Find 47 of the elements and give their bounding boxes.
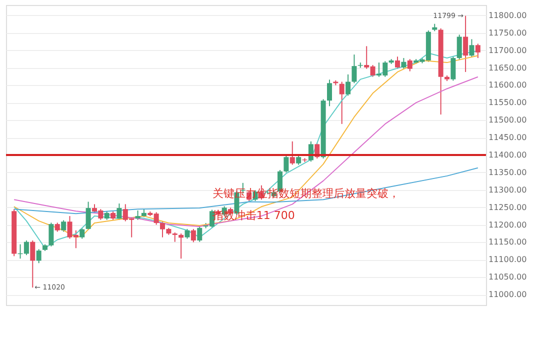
y-tick-label: 11800.00 (488, 10, 527, 20)
candlestick (24, 240, 29, 256)
candlestick (326, 79, 332, 107)
y-tick-label: 11500.00 (488, 116, 527, 125)
y-tick-label: 11250.00 (488, 202, 527, 212)
candlestick (116, 202, 122, 220)
candlestick (475, 43, 480, 59)
y-tick-label: 11750.00 (488, 28, 527, 38)
candlestick (407, 58, 412, 72)
candlestick (346, 74, 351, 96)
candlestick (401, 58, 406, 70)
candlestick (80, 228, 85, 240)
y-tick-label: 11200.00 (488, 220, 527, 230)
candlestick (190, 228, 196, 243)
y-tick-label: 11050.00 (488, 272, 527, 282)
candlestick (352, 54, 357, 84)
candlestick (135, 210, 140, 220)
y-tick-label: 11400.00 (488, 150, 527, 160)
candlestick (469, 38, 474, 58)
y-tick-label: 11600.00 (488, 80, 527, 90)
candlestick (36, 248, 42, 264)
candlestick (290, 140, 295, 166)
candlestick (86, 201, 91, 230)
candlestick (284, 155, 289, 173)
candlestick (61, 220, 66, 232)
candlestick (172, 232, 178, 242)
y-tick-label: 11000.00 (488, 290, 527, 300)
y-tick-label: 11300.00 (488, 185, 527, 194)
y-tick-label: 11150.00 (488, 238, 527, 247)
line-series (14, 76, 478, 228)
candlestick (54, 222, 60, 232)
y-tick-label: 11350.00 (488, 168, 527, 177)
y-tick-label: 11450.00 (488, 133, 527, 142)
y-tick-label: 11700.00 (488, 46, 527, 55)
candlestick (197, 226, 202, 242)
candlestick (30, 240, 36, 288)
candlestick (296, 155, 302, 166)
candlestick (463, 15, 468, 72)
candlestick (184, 228, 190, 240)
candlestick (395, 56, 400, 70)
candlestick (339, 81, 344, 124)
candlestick (48, 222, 54, 247)
y-tick-label: 11650.00 (488, 63, 527, 72)
y-tick-label: 11100.00 (488, 255, 527, 264)
candlestick (456, 34, 462, 60)
y-tick-label: 11550.00 (488, 98, 527, 108)
candlestick (450, 56, 456, 82)
